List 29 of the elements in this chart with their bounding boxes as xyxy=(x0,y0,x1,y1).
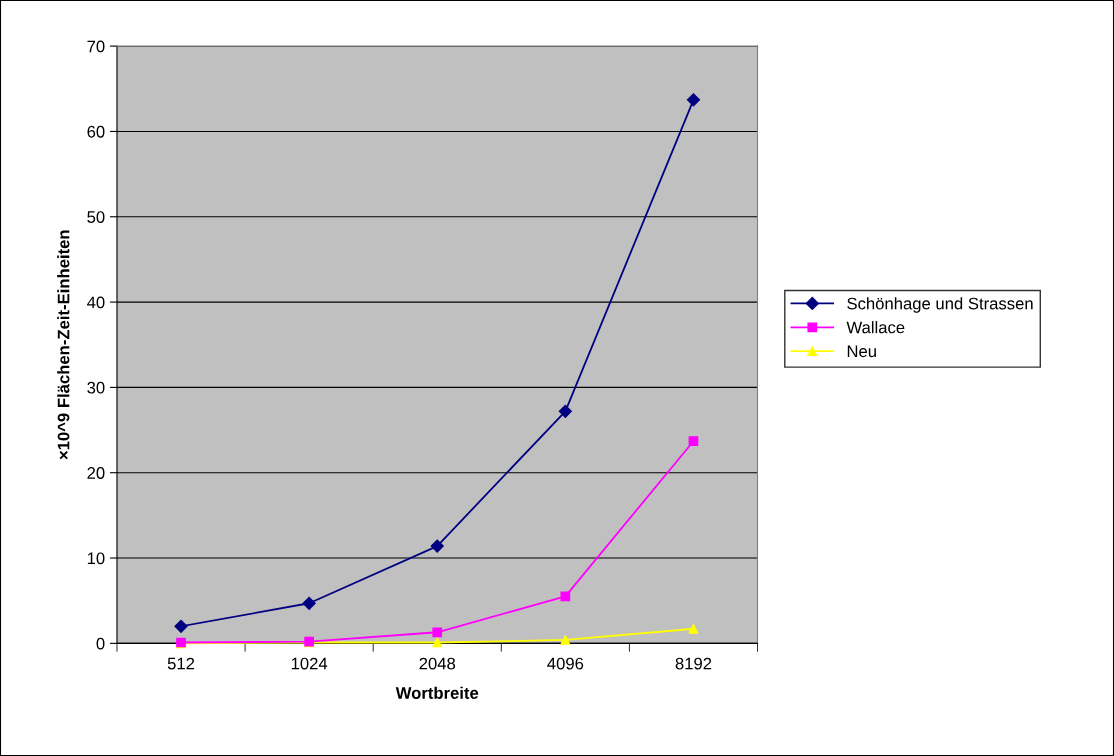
point xyxy=(688,623,699,634)
x-tick-label: 8192 xyxy=(675,657,712,670)
x-tick-label: 2048 xyxy=(419,657,456,670)
point xyxy=(432,627,443,638)
point xyxy=(560,591,571,602)
point xyxy=(432,637,443,648)
legend-label: Wallace xyxy=(846,321,905,334)
point xyxy=(174,619,188,633)
y-tick-label: 40 xyxy=(87,296,105,309)
x-axis-title: Wortbreite xyxy=(395,686,479,699)
y-tick-label: 50 xyxy=(87,211,105,223)
x-tick-label: 1024 xyxy=(291,657,328,670)
y-tick-label: 30 xyxy=(87,381,105,394)
x-tick-label: 512 xyxy=(167,657,195,670)
point xyxy=(560,635,571,645)
y-tick-label: 0 xyxy=(96,637,105,650)
legend-label: Schönhage und Strassen xyxy=(847,297,1033,313)
point xyxy=(688,436,699,447)
y-tick-label: 70 xyxy=(87,40,105,53)
x-tick-label: 4096 xyxy=(547,657,584,670)
point xyxy=(430,539,444,553)
point xyxy=(302,596,316,610)
y-tick-label: 20 xyxy=(87,467,105,479)
y-tick-label: 60 xyxy=(87,125,105,138)
point xyxy=(558,404,572,418)
legend-label: Neu xyxy=(847,345,876,358)
y-axis-title: ×10^9 Flächen-Zeit-Einheiten xyxy=(57,230,70,460)
point xyxy=(686,93,701,107)
y-tick-label: 10 xyxy=(87,552,105,565)
